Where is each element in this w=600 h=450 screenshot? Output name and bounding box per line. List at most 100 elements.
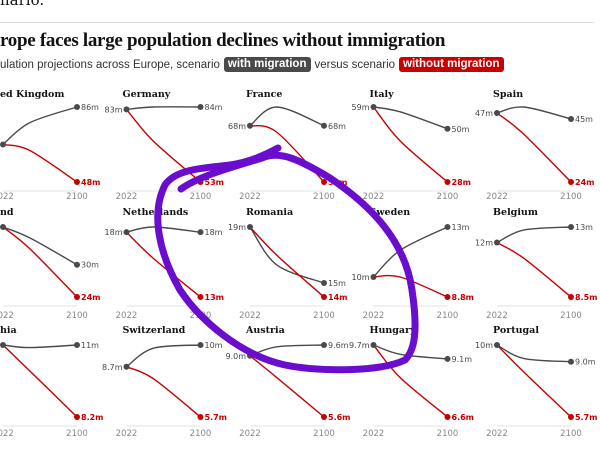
x-tick-label: 2100 <box>313 311 335 321</box>
series-line-without <box>372 106 448 183</box>
x-tick-label: 2100 <box>66 192 88 202</box>
panel-switzerland: Switzerland 2022 2100 10m 5.7m 8.7m <box>102 325 227 439</box>
panel-title: Switzerland <box>123 325 186 336</box>
end-point-without <box>74 179 80 185</box>
series-line-with <box>126 106 201 111</box>
start-label: 83m <box>105 105 123 114</box>
end-label-with: 13m <box>575 223 593 232</box>
panel-sweden: Sweden 2022 2100 13m 8.8m 10m <box>352 207 475 321</box>
end-point-with <box>74 261 80 268</box>
end-label-without: 5.6m <box>328 413 351 422</box>
panel-title: Sweden <box>370 207 411 218</box>
series-line-with <box>2 106 78 146</box>
end-point-without <box>197 294 204 300</box>
start-point <box>123 363 130 370</box>
series-line-without <box>372 344 448 418</box>
end-label-with: 9.0m <box>575 358 596 367</box>
end-label-without: 13m <box>205 293 224 302</box>
end-point-with <box>568 224 574 230</box>
x-tick-label: 2100 <box>437 311 459 321</box>
panel-ed-kingdom: ed Kingdom 2022 2100 86m 48m <box>0 89 100 202</box>
start-point <box>494 110 500 116</box>
start-point <box>0 141 6 148</box>
panel-germany: Germany 2022 2100 84m 53m 83m <box>105 89 224 202</box>
end-point-without <box>568 294 574 300</box>
start-label: 18m <box>105 228 123 237</box>
series-line-without <box>2 143 78 183</box>
x-tick-label: 2100 <box>190 192 212 202</box>
start-label: 12m <box>475 239 493 248</box>
series-line-with <box>496 226 572 244</box>
series-line-without <box>126 366 201 418</box>
series-line-without <box>126 231 201 298</box>
end-label-without: 28m <box>452 178 471 187</box>
panel-title: Hungary <box>370 325 417 336</box>
end-point-with <box>321 280 327 286</box>
end-label-with: 18m <box>205 228 223 237</box>
x-tick-label: 2022 <box>116 192 138 202</box>
end-point-without <box>197 414 204 420</box>
end-point-with <box>321 342 327 348</box>
panel-austria: Austria 2022 2100 9.6m 5.6m 9.0m <box>225 325 350 439</box>
panel-hia: hia 2022 2100 11m 8.2m <box>0 325 104 439</box>
end-point-with <box>444 224 451 230</box>
series-line-without <box>2 226 78 298</box>
panel-belgium: Belgium 2022 2100 13m 8.5m 12m <box>475 207 598 321</box>
series-line-without <box>2 344 78 418</box>
end-point-without <box>74 414 80 420</box>
x-tick-label: 2100 <box>66 311 88 321</box>
panel-title: Portugal <box>493 325 539 336</box>
end-point-without <box>321 179 327 185</box>
end-label-with: 11m <box>81 341 99 350</box>
x-tick-label: 2022 <box>239 311 261 321</box>
start-label: 10m <box>475 341 493 350</box>
end-point-with <box>197 342 204 348</box>
end-point-without <box>568 179 574 185</box>
x-tick-label: 2100 <box>313 429 335 439</box>
subtitle-text-mid: versus scenario <box>314 58 396 71</box>
subtitle-text: ulation projections across Europe, scena… <box>0 58 220 71</box>
x-tick-label: 2100 <box>66 429 88 439</box>
end-point-with <box>197 104 204 110</box>
end-point-without <box>321 294 327 300</box>
x-tick-label: 2100 <box>313 192 335 202</box>
end-label-without: 48m <box>81 178 100 187</box>
end-label-with: 9.1m <box>452 355 473 364</box>
end-label-with: 9.6m <box>328 341 349 350</box>
panel-title: Belgium <box>493 207 538 218</box>
x-tick-label: 2100 <box>437 429 459 439</box>
series-line-with <box>496 344 572 363</box>
series-line-without <box>249 355 325 418</box>
start-point <box>370 274 377 280</box>
panel-romania: Romania 2022 2100 15m 14m 19m <box>228 207 347 321</box>
x-tick-label: 2022 <box>486 311 508 321</box>
x-tick-label: 2022 <box>486 429 508 439</box>
end-point-with <box>568 116 574 122</box>
end-label-without: 8.8m <box>452 293 475 302</box>
x-tick-label: 2100 <box>190 429 212 439</box>
start-point <box>247 224 253 230</box>
series-line-with <box>126 226 201 233</box>
end-label-with: 86m <box>81 103 99 112</box>
x-tick-label: 2022 <box>0 311 14 321</box>
series-line-without <box>373 274 448 298</box>
start-point <box>247 122 253 129</box>
end-label-without: 53m <box>205 178 224 187</box>
end-label-with: 15m <box>328 279 346 288</box>
end-label-without: 8.2m <box>81 413 104 422</box>
series-line-with <box>373 106 448 130</box>
x-tick-label: 2022 <box>0 192 14 202</box>
panel-title: Italy <box>370 89 395 100</box>
x-tick-label: 2100 <box>437 192 459 202</box>
end-label-without: 5.7m <box>575 413 598 422</box>
panel-title: hia <box>0 325 17 336</box>
series-line-without <box>496 241 572 298</box>
end-label-with: 10m <box>205 341 223 350</box>
start-label: 47m <box>475 109 493 118</box>
start-point <box>370 342 377 348</box>
start-point <box>494 342 500 348</box>
start-point <box>494 239 500 246</box>
panel-nd: nd 2022 2100 30m 24m <box>0 207 100 321</box>
panel-title: Romania <box>246 207 293 218</box>
panel-title: France <box>246 89 282 100</box>
